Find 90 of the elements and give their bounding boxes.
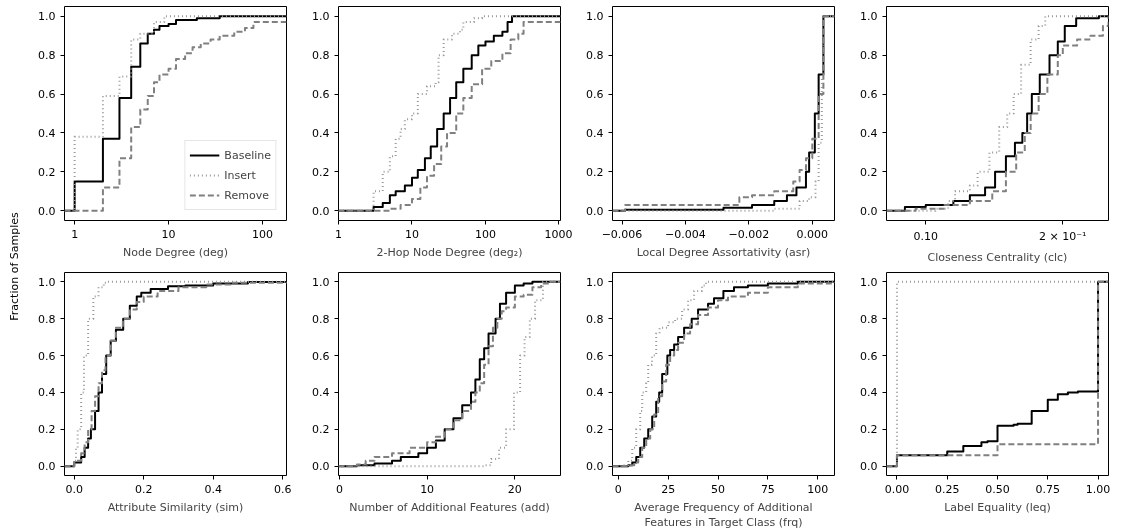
x-tick-label: 0.6 xyxy=(273,482,292,496)
legend-label: Insert xyxy=(224,168,256,182)
y-tick-label: 0.4 xyxy=(312,386,330,400)
x-tick-label: 100 xyxy=(252,227,274,241)
y-tick-label: 0.6 xyxy=(38,349,56,363)
y-tick-label: 0.8 xyxy=(38,49,56,63)
x-tick-label: 0.000 xyxy=(796,227,829,241)
y-tick-label: 0.2 xyxy=(38,423,56,437)
y-tick-label: 0.0 xyxy=(860,460,878,474)
y-tick-label: 0.6 xyxy=(312,88,330,102)
y-tick-label: 0.0 xyxy=(586,460,604,474)
y-tick-label: 0.8 xyxy=(586,312,604,326)
y-axis-title: Fraction of Samples xyxy=(8,211,22,321)
x-tick-label: 1 xyxy=(71,227,79,241)
y-tick-label: 0.4 xyxy=(860,386,878,400)
x-tick-label: 75 xyxy=(760,482,775,496)
x-tick-label: 10 xyxy=(420,482,435,496)
x-tick-label: 2 × 10⁻¹ xyxy=(1039,229,1087,243)
y-tick-label: 0.8 xyxy=(38,312,56,326)
y-tick-label: 0.6 xyxy=(860,88,878,102)
y-tick-label: 0.0 xyxy=(38,204,56,218)
y-tick-label: 0.2 xyxy=(312,423,330,437)
y-tick-label: 1.0 xyxy=(586,10,604,24)
y-tick-label: 0.4 xyxy=(38,386,56,400)
x-tick-label: 0.25 xyxy=(934,482,960,496)
y-tick-label: 0.6 xyxy=(586,88,604,102)
y-tick-label: 0.8 xyxy=(312,312,330,326)
x-tick-label: 1.00 xyxy=(1085,482,1111,496)
x-axis-title: Number of Additional Features (add) xyxy=(349,500,550,514)
x-tick-label: 0.50 xyxy=(985,482,1010,496)
y-tick-label: 0.8 xyxy=(860,49,878,63)
x-tick-label: 10 xyxy=(161,227,176,241)
y-tick-label: 0.8 xyxy=(586,49,604,63)
y-tick-label: 1.0 xyxy=(312,10,330,24)
y-tick-label: 0.2 xyxy=(860,165,878,179)
y-tick-label: 0.2 xyxy=(38,165,56,179)
x-tick-label: 20 xyxy=(507,482,522,496)
y-tick-label: 0.8 xyxy=(860,312,878,326)
y-tick-label: 1.0 xyxy=(38,275,56,289)
y-tick-label: 0.0 xyxy=(312,204,330,218)
y-tick-label: 1.0 xyxy=(586,275,604,289)
x-axis-title: Local Degree Assortativity (asr) xyxy=(636,245,811,259)
x-tick-label: 0.2 xyxy=(134,482,153,496)
y-tick-label: 0.8 xyxy=(312,49,330,63)
x-axis-title: Node Degree (deg) xyxy=(122,245,229,259)
legend-label: Baseline xyxy=(224,148,271,162)
y-tick-label: 0.6 xyxy=(860,349,878,363)
y-tick-label: 0.2 xyxy=(860,423,878,437)
x-tick-label: −0.002 xyxy=(728,227,770,241)
x-axis-title: Closeness Centrality (clc) xyxy=(927,250,1068,264)
y-tick-label: 0.4 xyxy=(586,386,604,400)
y-tick-label: 0.4 xyxy=(586,126,604,140)
x-axis-title: Average Frequency of Additional Features in Target Class (frq) xyxy=(634,500,813,530)
x-tick-label: 0.10 xyxy=(913,229,938,243)
x-tick-label: 1000 xyxy=(544,227,573,241)
y-tick-label: 0.4 xyxy=(38,126,56,140)
y-tick-label: 0.2 xyxy=(312,165,330,179)
x-axis-title: Label Equality (leq) xyxy=(944,500,1051,514)
y-tick-label: 0.2 xyxy=(586,423,604,437)
y-tick-label: 0.0 xyxy=(38,460,56,474)
x-tick-label: 10 xyxy=(404,227,419,241)
y-tick-label: 1.0 xyxy=(860,275,878,289)
x-tick-label: 0 xyxy=(335,482,343,496)
y-tick-label: 1.0 xyxy=(312,275,330,289)
x-axis-title: 2-Hop Node Degree (deg₂) xyxy=(376,245,523,259)
y-tick-label: 0.4 xyxy=(860,126,878,140)
x-tick-label: 25 xyxy=(661,482,676,496)
x-tick-label: 1 xyxy=(335,227,342,241)
x-tick-label: 100 xyxy=(807,482,829,496)
y-tick-label: 0.6 xyxy=(312,349,330,363)
x-tick-label: 0.00 xyxy=(884,482,910,496)
x-tick-label: 100 xyxy=(474,227,496,241)
x-tick-label: 0.0 xyxy=(65,482,83,496)
x-tick-label: −0.006 xyxy=(601,227,643,241)
x-tick-label: −0.004 xyxy=(665,227,706,241)
legend-label: Remove xyxy=(224,188,269,202)
x-tick-label: 0 xyxy=(614,482,622,496)
y-tick-label: 1.0 xyxy=(860,10,878,24)
y-tick-label: 0.0 xyxy=(312,460,330,474)
y-tick-label: 0.0 xyxy=(860,204,878,218)
x-tick-label: 0.75 xyxy=(1035,482,1061,496)
y-tick-label: 0.0 xyxy=(586,204,604,218)
y-tick-label: 1.0 xyxy=(38,10,56,24)
x-tick-label: 50 xyxy=(711,482,726,496)
y-tick-label: 0.4 xyxy=(312,126,330,140)
x-axis-title: Attribute Similarity (sim) xyxy=(107,500,244,514)
x-tick-label: 0.4 xyxy=(204,482,222,496)
y-tick-label: 0.6 xyxy=(38,88,56,102)
y-tick-label: 0.2 xyxy=(586,165,604,179)
y-tick-label: 0.6 xyxy=(586,349,604,363)
